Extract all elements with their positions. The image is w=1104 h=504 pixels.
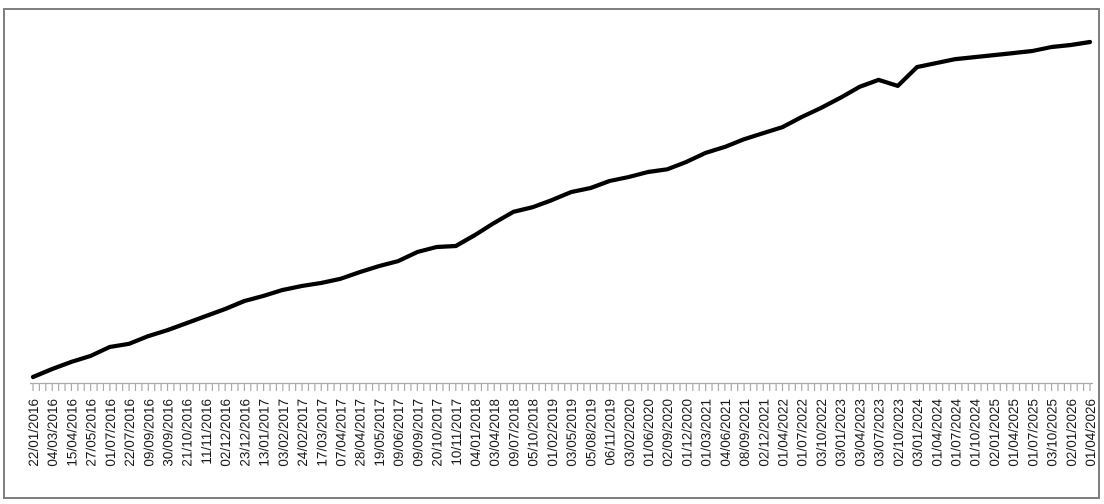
x-axis-label: 28/04/2017 xyxy=(353,399,368,467)
x-axis-label: 03/04/2018 xyxy=(487,399,502,467)
x-axis-label: 01/07/2025 xyxy=(1025,399,1040,467)
x-axis-label: 09/07/2018 xyxy=(506,399,521,467)
x-axis-label: 01/04/2024 xyxy=(929,399,944,467)
x-axis-label: 03/02/2017 xyxy=(276,399,291,467)
x-axis-label: 21/10/2016 xyxy=(180,399,195,467)
x-axis-label: 22/01/2016 xyxy=(26,399,41,467)
x-axis-label: 03/01/2023 xyxy=(833,399,848,467)
x-axis-label: 23/12/2016 xyxy=(237,399,252,467)
x-axis-label: 22/07/2016 xyxy=(122,399,137,467)
x-axis-label: 01/06/2020 xyxy=(641,399,656,467)
x-axis-label: 19/05/2017 xyxy=(372,399,387,467)
x-axis-label: 01/02/2019 xyxy=(545,399,560,467)
x-axis-label: 27/05/2016 xyxy=(84,399,99,467)
x-axis-label: 11/11/2016 xyxy=(199,399,214,465)
chart-border-box xyxy=(3,8,1100,499)
x-axis-label: 17/03/2017 xyxy=(314,399,329,467)
x-axis-label: 02/12/2021 xyxy=(756,399,771,467)
x-axis-label: 01/07/2022 xyxy=(795,399,810,467)
x-axis-label: 13/01/2017 xyxy=(257,399,272,467)
x-axis-label: 09/06/2017 xyxy=(391,399,406,467)
x-axis-label: 03/04/2023 xyxy=(852,399,867,467)
x-axis-label: 01/04/2025 xyxy=(1006,399,1021,467)
x-axis-label: 04/06/2021 xyxy=(718,399,733,467)
x-axis-label: 02/01/2026 xyxy=(1064,399,1079,467)
x-axis-label: 01/03/2021 xyxy=(699,399,714,467)
x-axis-label: 03/10/2025 xyxy=(1045,399,1060,467)
x-axis-label: 09/09/2016 xyxy=(141,399,156,467)
x-axis-label: 10/11/2017 xyxy=(449,399,464,466)
data-series xyxy=(30,39,1093,380)
x-axis-label: 20/10/2017 xyxy=(430,399,445,467)
x-axis-label: 01/04/2022 xyxy=(776,399,791,467)
x-axis-label: 03/07/2023 xyxy=(872,399,887,467)
x-axis-label: 01/04/2026 xyxy=(1083,399,1098,467)
x-axis-label: 01/10/2024 xyxy=(968,399,983,467)
x-axis-label: 15/04/2016 xyxy=(64,399,79,467)
x-axis-label: 05/10/2018 xyxy=(526,399,541,467)
x-axis-label: 04/01/2018 xyxy=(468,399,483,467)
x-axis-label: 01/07/2016 xyxy=(103,399,118,467)
x-axis-label: 30/09/2016 xyxy=(161,399,176,467)
x-axis-label: 04/03/2016 xyxy=(45,399,60,467)
x-axis-label: 02/10/2023 xyxy=(891,399,906,467)
x-axis xyxy=(30,382,1093,391)
x-axis-label: 01/07/2024 xyxy=(948,399,963,467)
x-axis-label: 03/05/2019 xyxy=(564,399,579,467)
x-axis-label: 07/04/2017 xyxy=(333,399,348,467)
x-axis-label: 08/09/2021 xyxy=(737,399,752,467)
x-axis-label: 03/02/2020 xyxy=(622,399,637,467)
x-axis-label: 03/01/2024 xyxy=(910,399,925,467)
series-line xyxy=(30,39,1093,380)
x-axis-label: 03/10/2022 xyxy=(814,399,829,467)
x-axis-label: 02/09/2020 xyxy=(660,399,675,467)
x-axis-label: 05/08/2019 xyxy=(583,399,598,467)
x-axis-tick-labels: 22/01/2016 04/03/2016 15/04/2016 27/05/2016… xyxy=(26,399,1098,467)
x-axis-label: 06/11/2019 xyxy=(603,399,618,466)
x-axis-label: 01/12/2020 xyxy=(679,399,694,467)
x-axis-label: 09/09/2017 xyxy=(410,399,425,467)
x-axis-label: 24/02/2017 xyxy=(295,399,310,467)
x-axis-label: 02/01/2025 xyxy=(987,399,1002,467)
x-axis-label: 02/12/2016 xyxy=(218,399,233,467)
